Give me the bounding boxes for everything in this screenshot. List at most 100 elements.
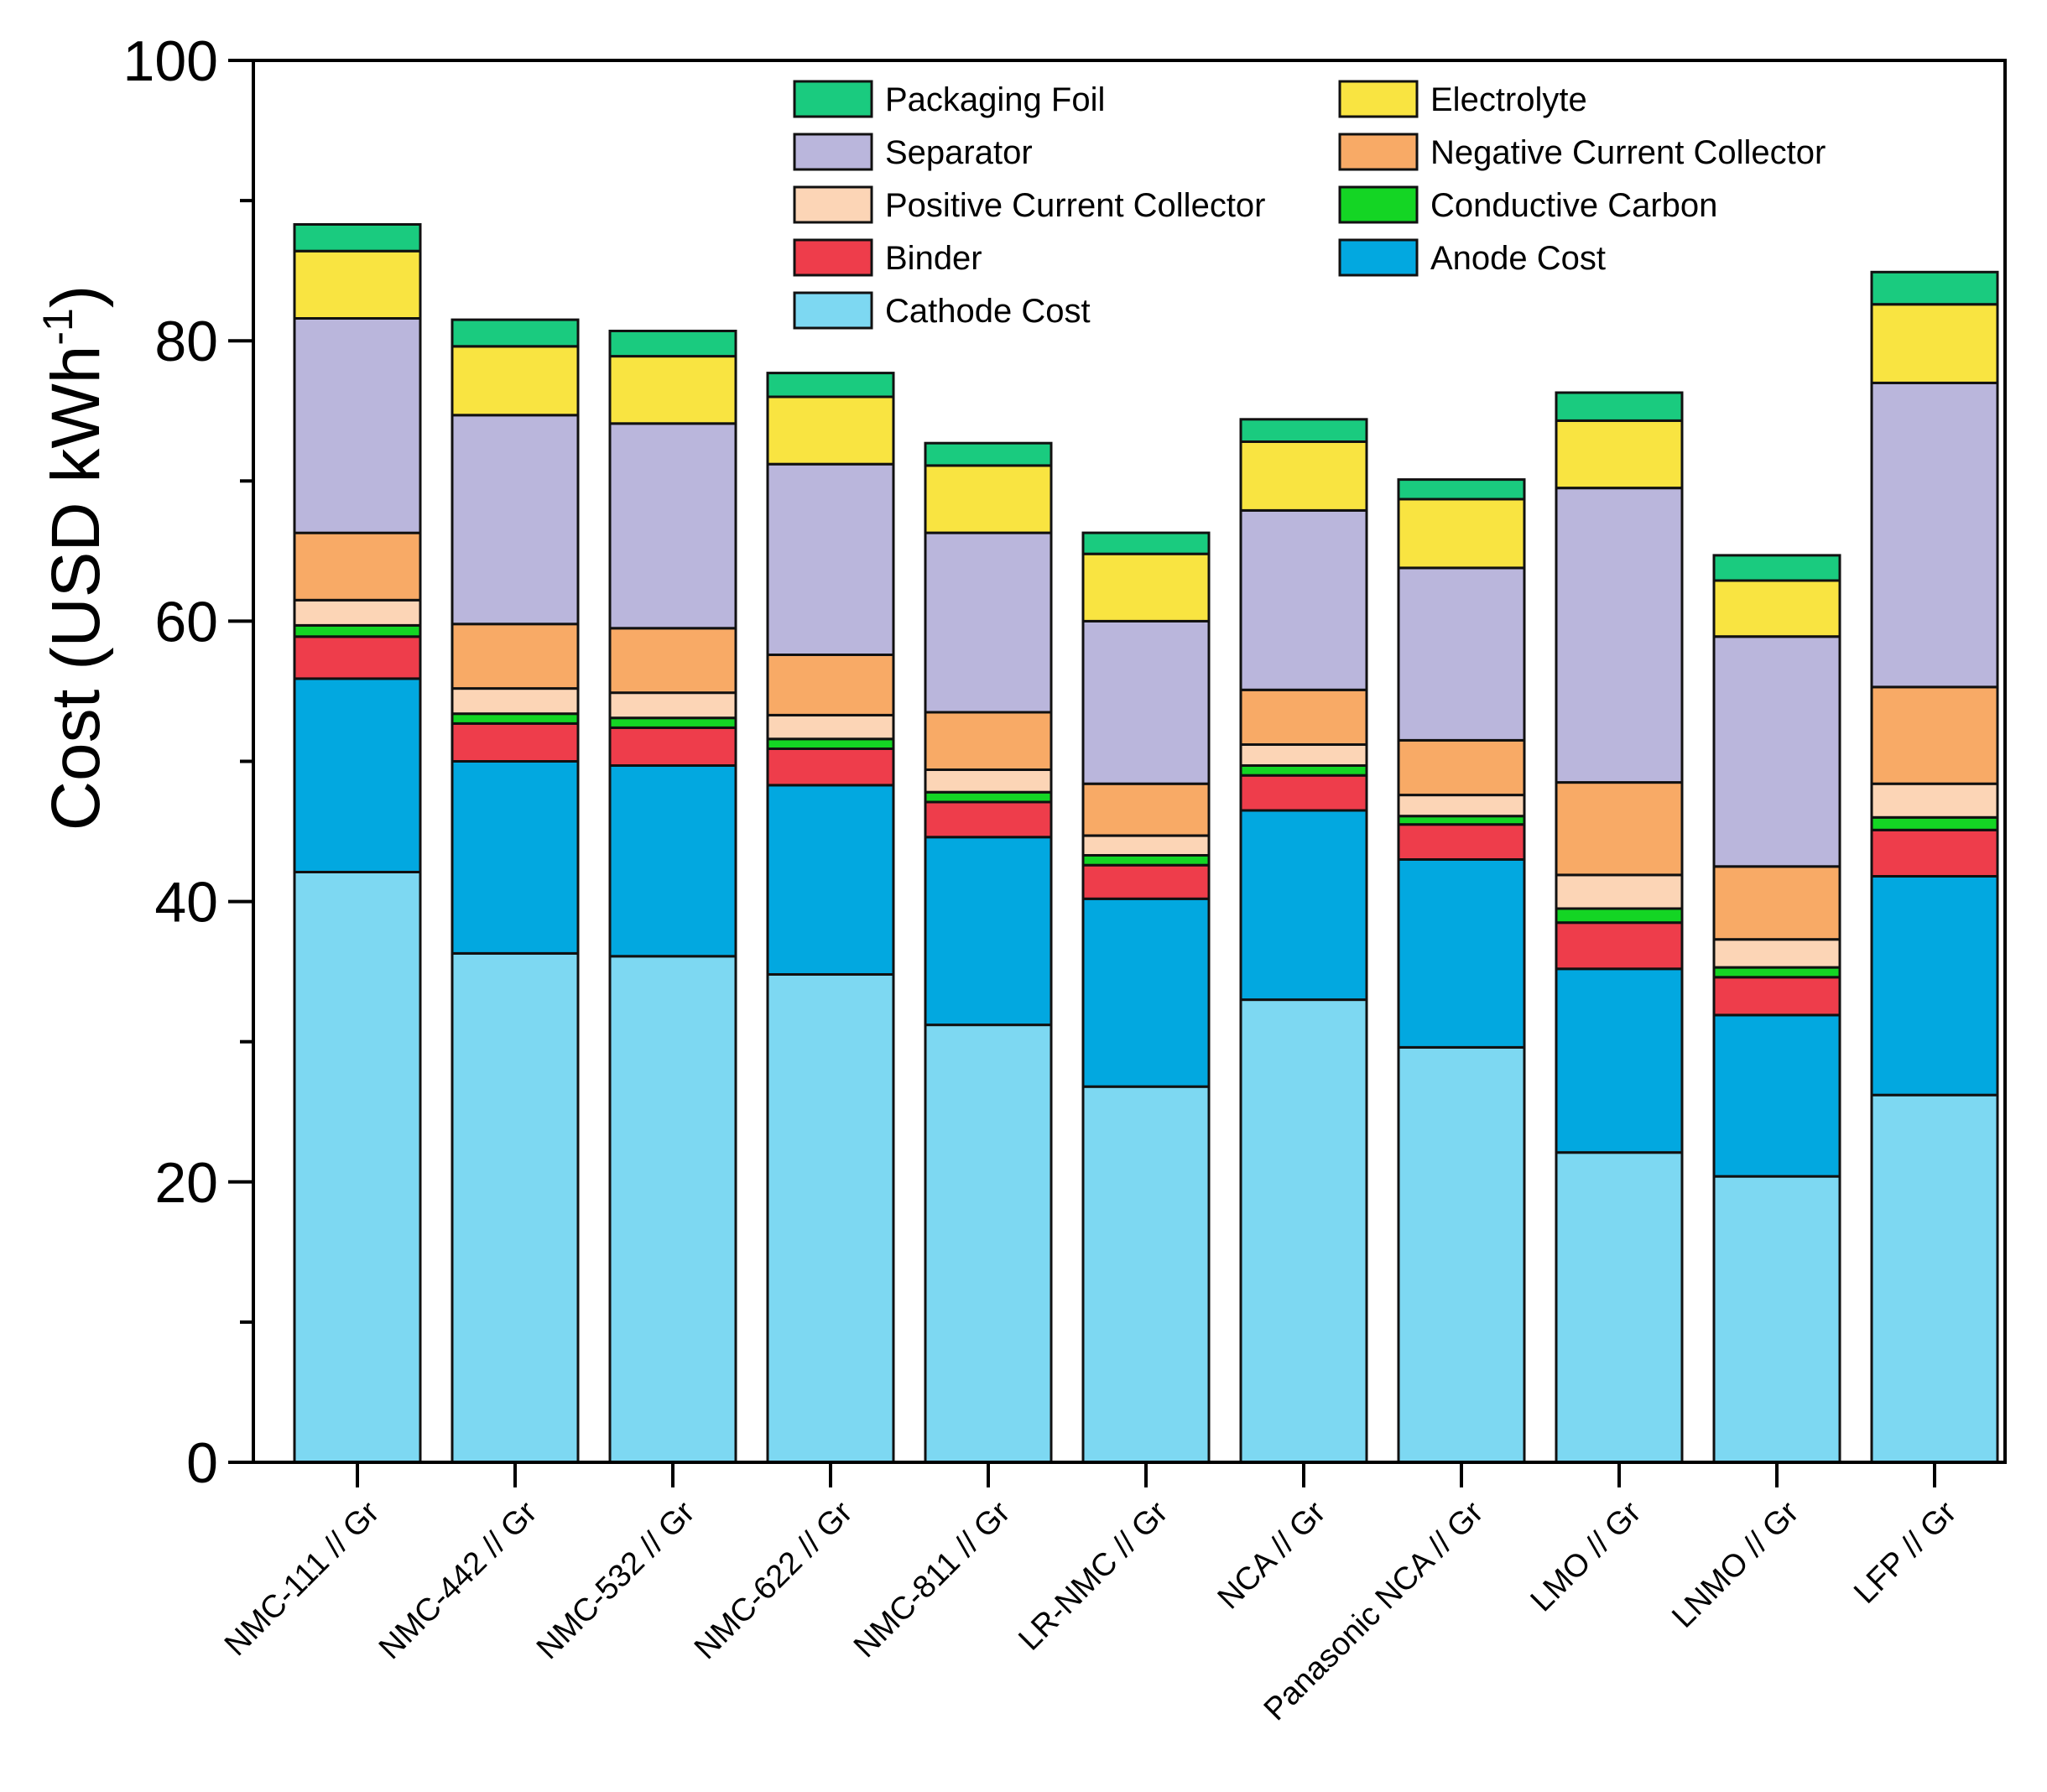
legend-swatch — [1338, 80, 1419, 118]
bar-stack-lmo-gr — [1555, 391, 1684, 1464]
bar-segment-separator — [924, 531, 1053, 714]
bar-segment-conductive-carbon — [608, 716, 737, 729]
bar-stack-lnmo-gr — [1712, 554, 1841, 1464]
y-axis: 0 20 40 60 80 100 — [123, 29, 253, 1495]
bar-segment-separator — [1712, 635, 1841, 868]
bar-segment-conductive-carbon — [766, 737, 895, 750]
bar-segment-binder — [1712, 976, 1841, 1017]
bar-segment-electrolyte — [766, 395, 895, 466]
bars-layer — [293, 223, 1999, 1464]
bar-segment-binder — [608, 726, 737, 768]
bar-segment-negative-current-collector — [1239, 688, 1368, 746]
legend-swatch — [1338, 133, 1419, 171]
legend-swatch — [1338, 238, 1419, 277]
bar-segment-anode-cost — [608, 764, 737, 958]
bar-segment-binder — [1081, 863, 1211, 900]
bar-segment-binder — [1397, 823, 1526, 862]
bar-segment-cathode-cost — [1870, 1093, 1999, 1464]
bar-segment-negative-current-collector — [1081, 782, 1211, 837]
bar-segment-electrolyte — [1081, 552, 1211, 623]
legend-item-cathode-cost: Cathode Cost — [793, 291, 1091, 330]
bar-segment-anode-cost — [766, 784, 895, 977]
bar-segment-packaging-foil — [1397, 478, 1526, 501]
bar-segment-separator — [766, 462, 895, 657]
bar-stack-nmc-442-gr — [451, 318, 580, 1464]
legend-item-conductive-carbon: Conductive Carbon — [1338, 185, 1717, 224]
y-axis-label: Cost (USD kWh-1) — [34, 285, 114, 831]
bar-segment-electrolyte — [451, 345, 580, 417]
bar-stack-lr-nmc-gr — [1081, 531, 1211, 1464]
bar-segment-conductive-carbon — [1081, 854, 1211, 867]
bar-segment-negative-current-collector — [293, 531, 422, 602]
y-tick-label: 40 — [154, 871, 218, 935]
legend-label: Separator — [885, 134, 1033, 171]
legend-swatch — [793, 238, 873, 277]
x-tick-label: NMC-622 // Gr — [688, 1494, 860, 1666]
bar-segment-conductive-carbon — [1397, 815, 1526, 826]
legend-item-electrolyte: Electrolyte — [1338, 80, 1587, 118]
bar-segment-cathode-cost — [1239, 998, 1368, 1464]
bar-segment-electrolyte — [293, 249, 422, 320]
bar-stack-nmc-532-gr — [608, 330, 737, 1464]
legend-label: Binder — [885, 240, 982, 277]
bar-segment-separator — [293, 317, 422, 534]
bar-stack-nmc-811-gr — [924, 441, 1053, 1464]
x-tick-label: NMC-111 // Gr — [218, 1494, 387, 1663]
bar-segment-positive-current-collector — [1870, 782, 1999, 819]
bar-segment-packaging-foil — [293, 223, 422, 253]
bar-segment-separator — [1555, 487, 1684, 784]
bar-segment-anode-cost — [1712, 1013, 1841, 1178]
x-tick-label: LFP // Gr — [1847, 1494, 1963, 1610]
legend: Packaging Foil Separator Positive Current … — [793, 80, 1826, 330]
bar-segment-separator — [608, 422, 737, 630]
legend-swatch — [793, 185, 873, 224]
bar-segment-packaging-foil — [608, 330, 737, 358]
legend-item-separator: Separator — [793, 133, 1033, 171]
bar-segment-cathode-cost — [293, 871, 422, 1464]
bar-segment-cathode-cost — [1555, 1151, 1684, 1464]
bar-segment-electrolyte — [608, 355, 737, 425]
legend-item-binder: Binder — [793, 238, 982, 277]
y-tick-label: 80 — [154, 310, 218, 373]
bar-segment-positive-current-collector — [608, 691, 737, 720]
legend-item-anode-cost: Anode Cost — [1338, 238, 1606, 277]
bar-segment-electrolyte — [924, 464, 1053, 534]
bar-segment-separator — [1870, 381, 1999, 689]
bar-segment-binder — [1239, 774, 1368, 812]
y-tick-label: 0 — [186, 1431, 218, 1495]
bar-segment-positive-current-collector — [451, 687, 580, 716]
bar-segment-anode-cost — [1239, 809, 1368, 1002]
bar-segment-negative-current-collector — [924, 711, 1053, 771]
bar-segment-positive-current-collector — [1081, 834, 1211, 857]
bar-segment-positive-current-collector — [924, 768, 1053, 794]
bar-segment-packaging-foil — [1081, 531, 1211, 555]
bar-segment-anode-cost — [924, 836, 1053, 1027]
bar-segment-positive-current-collector — [1712, 938, 1841, 969]
bar-segment-positive-current-collector — [1555, 873, 1684, 910]
bar-segment-conductive-carbon — [1870, 815, 1999, 831]
x-tick-label: NMC-442 // Gr — [372, 1494, 544, 1666]
x-tick-label: NMC-532 // Gr — [530, 1494, 702, 1666]
bar-segment-electrolyte — [1239, 440, 1368, 512]
x-tick-label: LMO // Gr — [1524, 1494, 1649, 1618]
legend-label: Cathode Cost — [885, 293, 1091, 330]
bar-segment-packaging-foil — [1239, 418, 1368, 443]
bar-segment-packaging-foil — [1712, 554, 1841, 582]
bar-segment-anode-cost — [1081, 897, 1211, 1088]
bar-segment-binder — [293, 635, 422, 680]
bar-segment-cathode-cost — [1397, 1045, 1526, 1464]
bar-stack-nmc-622-gr — [766, 372, 895, 1464]
bar-segment-cathode-cost — [608, 955, 737, 1464]
bar-stack-nmc-111-gr — [293, 223, 422, 1464]
bar-segment-binder — [451, 721, 580, 763]
bar-segment-conductive-carbon — [1239, 764, 1368, 777]
legend-item-positive-current-collector: Positive Current Collector — [793, 185, 1266, 224]
bar-segment-anode-cost — [293, 677, 422, 874]
y-tick-label: 100 — [123, 29, 218, 93]
legend-label: Electrolyte — [1430, 81, 1587, 118]
bar-segment-electrolyte — [1712, 579, 1841, 638]
bar-segment-cathode-cost — [766, 973, 895, 1464]
bar-segment-binder — [1555, 921, 1684, 971]
bar-segment-negative-current-collector — [451, 623, 580, 690]
